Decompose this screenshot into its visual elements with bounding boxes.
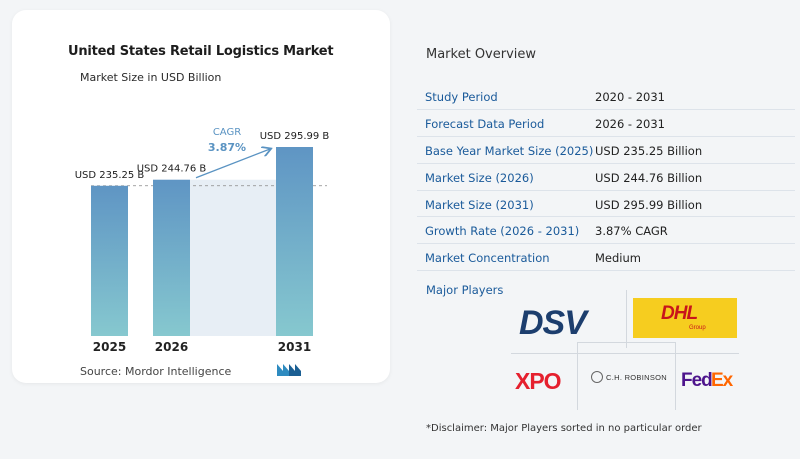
row-value: USD 235.25 Billion xyxy=(595,143,703,158)
row-key: Study Period xyxy=(425,90,498,104)
bar-2025 xyxy=(91,185,128,336)
grid-divider xyxy=(577,342,578,410)
dhl-logo-text: DHL xyxy=(661,303,698,324)
fedex-logo-ex: Ex xyxy=(711,370,733,391)
grid-divider xyxy=(626,290,627,348)
x-tick-label-2031: 2031 xyxy=(278,340,311,354)
chart-title: United States Retail Logistics Market xyxy=(68,44,334,59)
cagr-value: 3.87% xyxy=(208,141,246,154)
xpo-logo: XPO xyxy=(515,368,562,394)
source-text: Source: Mordor Intelligence xyxy=(80,365,232,378)
overview-row: Study Period 2020 - 2031 xyxy=(417,83,795,110)
overview-row: Market Size (2031) USD 295.99 Billion xyxy=(417,191,795,218)
dhl-group-text: Group xyxy=(689,325,706,331)
overview-row: Growth Rate (2026 - 2031) 3.87% CAGR xyxy=(417,217,795,245)
bar-2026 xyxy=(153,179,190,336)
row-value: 3.87% CAGR xyxy=(595,224,668,239)
data-label-2031: USD 295.99 B xyxy=(260,131,330,142)
bar-2031 xyxy=(276,147,313,336)
x-tick-label-2026: 2026 xyxy=(155,340,188,354)
x-tick-label-2025: 2025 xyxy=(93,340,126,354)
row-value: 2020 - 2031 xyxy=(595,90,665,104)
cagr-label: CAGR xyxy=(213,127,241,138)
row-key: Base Year Market Size (2025) xyxy=(425,143,594,158)
forecast-shade xyxy=(190,179,276,336)
major-players-label: Major Players xyxy=(426,283,504,297)
data-label-2026: USD 244.76 B xyxy=(137,164,207,175)
row-key: Market Size (2026) xyxy=(425,170,534,185)
ch-robinson-logo: C.H. ROBINSON xyxy=(606,373,667,382)
grid-divider xyxy=(511,353,739,354)
row-value: Medium xyxy=(595,251,641,266)
bar-chart: USD 235.25 B 2025 USD 244.76 B 2026 USD 295.… xyxy=(75,127,330,354)
mordor-logo-icon xyxy=(277,364,301,376)
row-key: Market Concentration xyxy=(425,251,550,266)
overview-table: Study Period 2020 - 2031 Forecast Data Pe… xyxy=(417,83,795,272)
dsv-logo: DSV xyxy=(519,304,587,342)
overview-row: Forecast Data Period 2026 - 2031 xyxy=(417,110,795,137)
dhl-logo: DHL Group xyxy=(633,298,737,338)
market-overview: Market Overview Study Period 2020 - 2031 … xyxy=(411,0,800,459)
row-value: 2026 - 2031 xyxy=(595,116,665,131)
disclaimer-text: *Disclaimer: Major Players sorted in no … xyxy=(426,423,702,434)
data-label-2025: USD 235.25 B xyxy=(75,170,145,181)
major-players-grid: DSV DHL Group XPO C.H. ROBINSON Fed Ex xyxy=(509,290,741,410)
row-value: USD 295.99 Billion xyxy=(595,197,703,212)
grid-divider xyxy=(577,342,675,343)
overview-row: Base Year Market Size (2025) USD 235.25 B… xyxy=(417,137,795,164)
grid-divider xyxy=(675,342,676,410)
cagr-arrow xyxy=(195,149,270,179)
chart-subtitle: Market Size in USD Billion xyxy=(80,71,222,84)
chr-circle-icon xyxy=(591,371,603,383)
row-key: Forecast Data Period xyxy=(425,116,545,131)
fedex-logo-fed: Fed xyxy=(681,370,713,391)
row-value: USD 244.76 Billion xyxy=(595,170,703,185)
overview-row: Market Size (2026) USD 244.76 Billion xyxy=(417,164,795,191)
overview-row: Market Concentration Medium xyxy=(417,244,795,272)
row-key: Growth Rate (2026 - 2031) xyxy=(425,224,580,239)
row-key: Market Size (2031) xyxy=(425,197,534,212)
overview-title: Market Overview xyxy=(426,47,537,62)
